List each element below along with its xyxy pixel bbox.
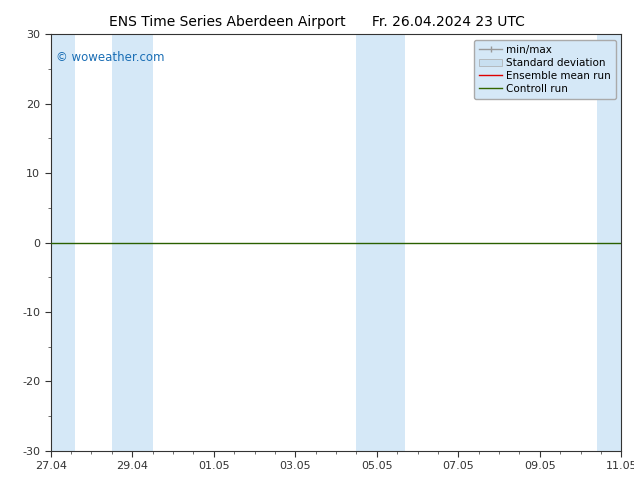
Bar xyxy=(51,34,75,451)
Bar xyxy=(356,34,405,451)
Bar xyxy=(112,34,153,451)
Legend: min/max, Standard deviation, Ensemble mean run, Controll run: min/max, Standard deviation, Ensemble me… xyxy=(474,40,616,99)
Bar xyxy=(597,34,621,451)
Text: © woweather.com: © woweather.com xyxy=(56,51,165,64)
Text: ENS Time Series Aberdeen Airport      Fr. 26.04.2024 23 UTC: ENS Time Series Aberdeen Airport Fr. 26.… xyxy=(109,15,525,29)
